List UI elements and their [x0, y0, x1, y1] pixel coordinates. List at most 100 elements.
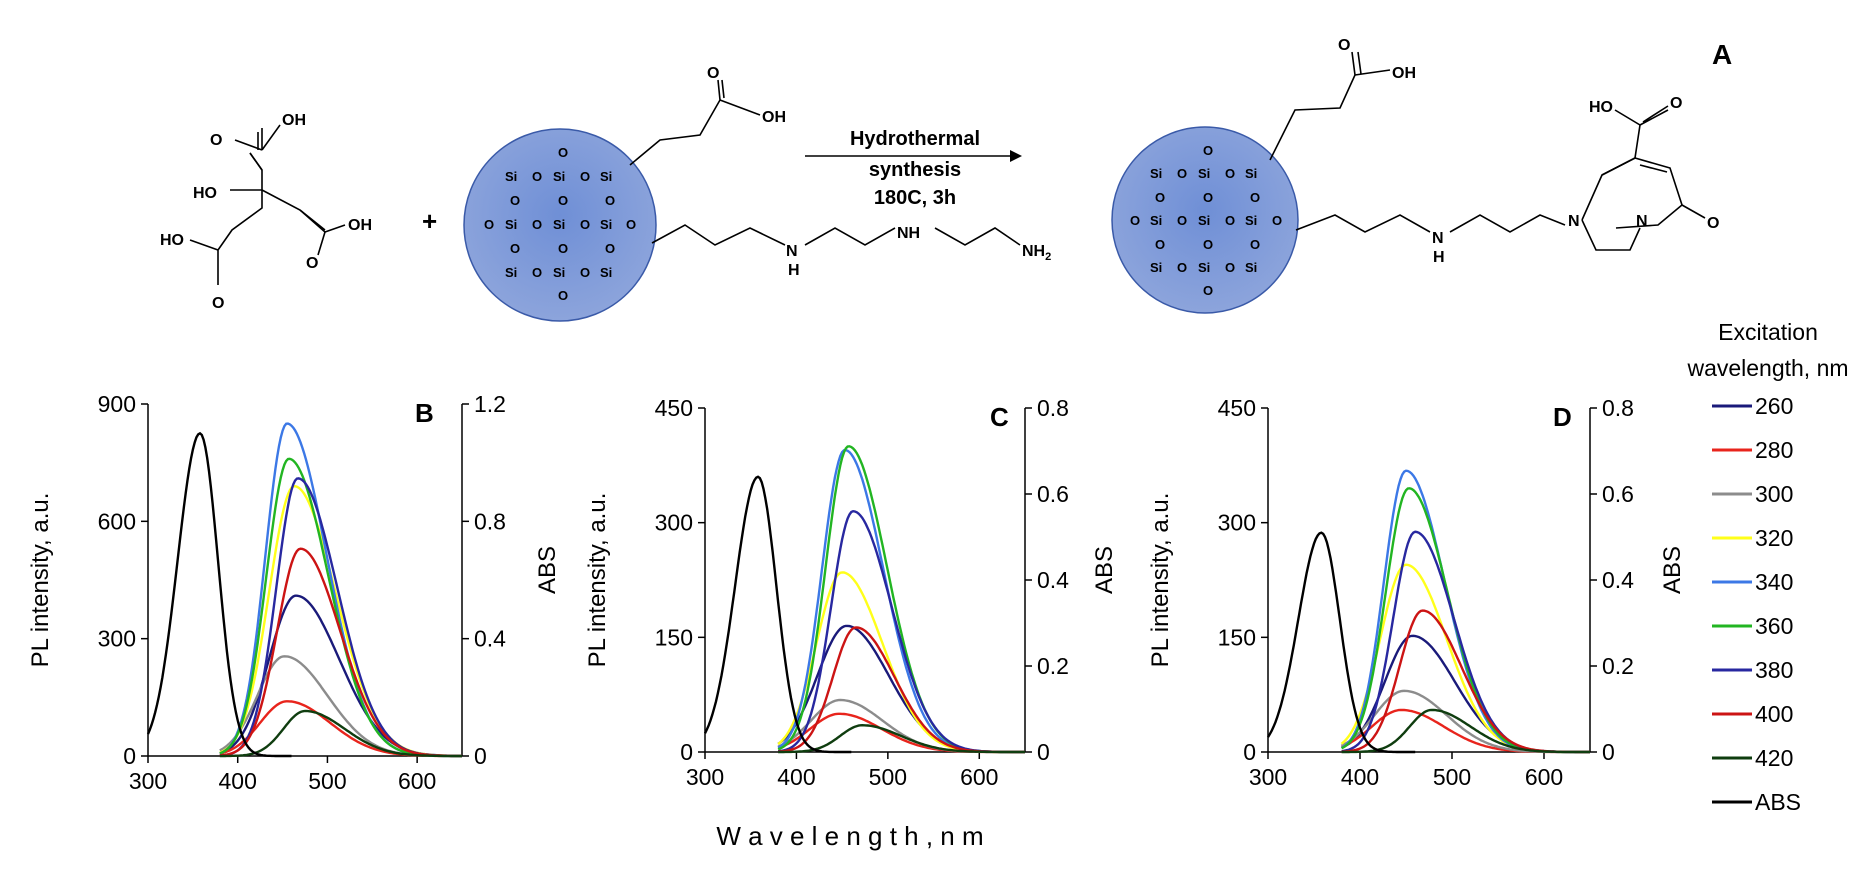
legend-label-420: 420: [1755, 745, 1793, 771]
y-tick-label: 150: [655, 624, 693, 650]
x-tick-label: 600: [960, 764, 998, 790]
x-tick-label: 400: [1341, 764, 1379, 790]
panel-label-a: A: [1712, 39, 1732, 70]
legend-label-400: 400: [1755, 701, 1793, 727]
y2-tick-label: 0.8: [1037, 395, 1069, 421]
legend-label-340: 340: [1755, 569, 1793, 595]
atom-ho: HO: [1589, 99, 1613, 116]
x-tick-label: 500: [308, 768, 346, 794]
y2-tick-label: 0: [474, 743, 487, 769]
legend-title-line1: Excitation: [1718, 319, 1818, 345]
reaction-arrow: Hydrothermal synthesis 180C, 3h: [805, 128, 1022, 209]
atom-si: Si: [505, 265, 517, 280]
atom-h: H: [1433, 249, 1445, 266]
atom-n: N: [1568, 213, 1580, 230]
x-tick-label: 400: [777, 764, 815, 790]
atom-n: N: [1432, 230, 1444, 247]
y-axis-label: PL intensity, a.u.: [1147, 493, 1174, 668]
atom-o: O: [510, 241, 520, 256]
atom-si: Si: [1150, 260, 1162, 275]
y-tick-label: 300: [1218, 510, 1256, 536]
legend-label-360: 360: [1755, 613, 1793, 639]
atom-o: O: [1177, 166, 1187, 181]
atom-si: Si: [600, 217, 612, 232]
atom-o: O: [558, 288, 568, 303]
atom-o: O: [210, 132, 222, 149]
y-tick-label: 0: [680, 739, 693, 765]
legend-label-380: 380: [1755, 657, 1793, 683]
atom-o: O: [1707, 215, 1719, 232]
legend-label-260: 260: [1755, 393, 1793, 419]
y2-tick-label: 0.6: [1037, 481, 1069, 507]
atom-h: H: [788, 262, 800, 279]
atom-o: O: [558, 193, 568, 208]
x-tick-label: 600: [1525, 764, 1563, 790]
series-line-420: [778, 723, 1025, 754]
atom-o: O: [1250, 237, 1260, 252]
x-tick-label: 300: [1249, 764, 1287, 790]
atom-o: O: [510, 193, 520, 208]
y2-tick-label: 0.8: [1602, 395, 1634, 421]
atom-o: O: [605, 241, 615, 256]
legend-label-ABS: ABS: [1755, 789, 1801, 815]
atom-si: Si: [1245, 213, 1257, 228]
atom-si: Si: [505, 169, 517, 184]
x-tick-label: 300: [686, 764, 724, 790]
atom-o: O: [212, 295, 224, 312]
atom-si: Si: [553, 169, 565, 184]
atom-o: O: [1272, 213, 1282, 228]
chart-panel-c: 300 400 500 600 0 150 300 450 0 0.2 0.4 0.6 0.8 PL in…: [584, 395, 1118, 790]
atom-o: O: [1338, 37, 1350, 54]
y2-tick-label: 0: [1602, 739, 1615, 765]
y2-axis-label: ABS: [534, 546, 561, 594]
y2-tick-label: 1.2: [474, 391, 506, 417]
series-line-340: [777, 448, 1025, 754]
panel-label: D: [1553, 402, 1572, 432]
atom-nh: N: [786, 243, 798, 260]
y-tick-label: 600: [98, 508, 136, 534]
series-line-400: [219, 547, 463, 758]
y2-tick-label: 0.2: [1602, 653, 1634, 679]
atom-nh: NH: [897, 225, 920, 242]
atom-oh: OH: [282, 112, 306, 129]
shared-x-axis-label: W a v e l e n g t h , n m: [716, 821, 983, 851]
atom-si: Si: [553, 265, 565, 280]
atom-nh2: NH2: [1022, 243, 1051, 263]
y-tick-label: 0: [1243, 739, 1256, 765]
atom-si: Si: [1245, 260, 1257, 275]
arrow-label-2: synthesis: [869, 159, 961, 181]
atom-o: O: [1177, 213, 1187, 228]
y-axis-label: PL intensity, a.u.: [27, 493, 54, 668]
y-tick-label: 0: [123, 743, 136, 769]
y-axis-label: PL intensity, a.u.: [584, 493, 611, 668]
plus-sign: +: [422, 206, 437, 236]
atom-si: Si: [553, 217, 565, 232]
atom-si: Si: [1150, 213, 1162, 228]
atom-si: Si: [600, 265, 612, 280]
atom-ho: HO: [160, 232, 184, 249]
legend-label-300: 300: [1755, 481, 1793, 507]
y-tick-label: 900: [98, 391, 136, 417]
y2-tick-label: 0.4: [1602, 567, 1634, 593]
y2-tick-label: 0.8: [474, 508, 506, 534]
y2-axis-label: ABS: [1091, 546, 1118, 594]
y-tick-label: 150: [1218, 624, 1256, 650]
atom-o: O: [1130, 213, 1140, 228]
atom-o: O: [532, 169, 542, 184]
atom-oh: OH: [762, 109, 786, 126]
chart-panel-d: 300 400 500 600 0 150 300 450 0 0.2 0.4 0.6 0.8 PL in…: [1147, 395, 1686, 790]
silica-nanoparticle-reactant: Si Si Si Si Si Si Si Si Si O O O O O O O…: [463, 65, 1051, 322]
x-tick-label: 600: [398, 768, 436, 794]
panel-label: C: [990, 402, 1009, 432]
series-line-abs: [1266, 531, 1416, 754]
atom-o: O: [626, 217, 636, 232]
series-line-420: [1341, 708, 1590, 754]
atom-oh: OH: [348, 217, 372, 234]
atom-o: O: [605, 193, 615, 208]
reaction-scheme: A O OH HO OH O HO O + Si S: [160, 37, 1732, 322]
legend-title-line2: wavelength, nm: [1686, 355, 1848, 381]
legend: Excitation wavelength, nm 260 280 300 320 34…: [1686, 319, 1848, 815]
series-line-abs: [146, 431, 292, 758]
atom-o: O: [306, 255, 318, 272]
